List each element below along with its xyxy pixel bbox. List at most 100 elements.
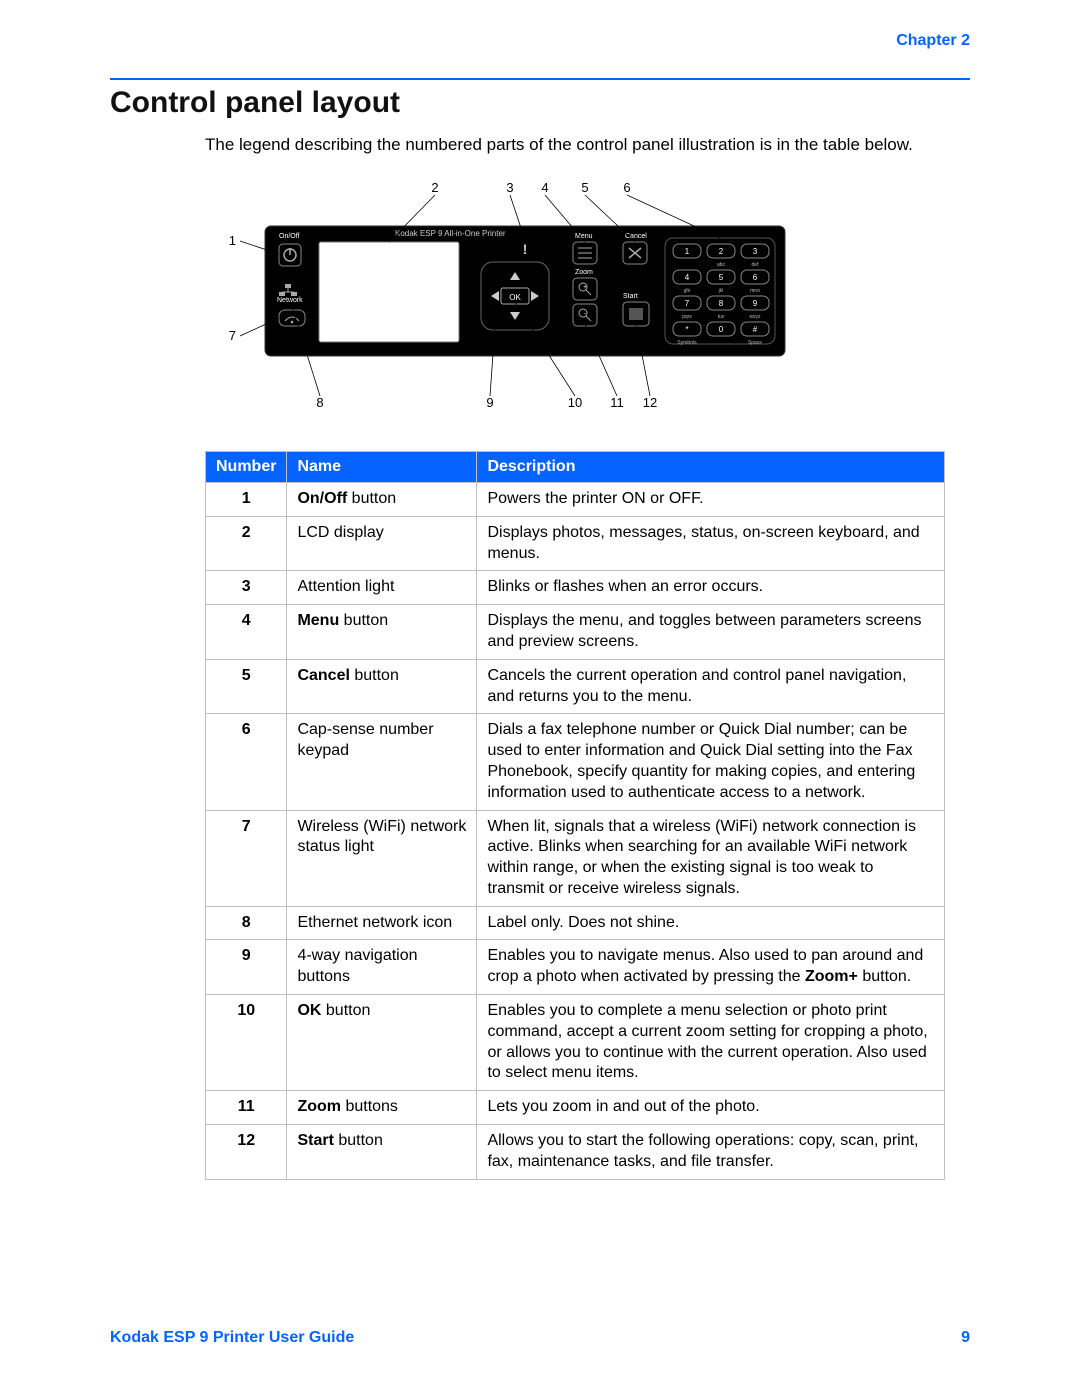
svg-text:4: 4 [685, 273, 690, 282]
table-row: 5Cancel buttonCancels the current operat… [206, 659, 945, 714]
row-name: 4-way navigation buttons [287, 940, 477, 995]
row-desc: Displays the menu, and toggles between p… [477, 605, 945, 660]
svg-text:5: 5 [719, 273, 724, 282]
svg-text:Cancel: Cancel [625, 233, 647, 240]
svg-text:4: 4 [541, 181, 548, 195]
row-number: 3 [206, 571, 287, 605]
svg-text:1: 1 [685, 247, 690, 256]
table-row: 4Menu buttonDisplays the menu, and toggl… [206, 605, 945, 660]
svg-text:Zoom: Zoom [575, 269, 593, 276]
svg-text:def: def [752, 262, 760, 268]
svg-text:9: 9 [486, 395, 493, 410]
svg-text:tuv: tuv [718, 314, 725, 320]
table-row: 2LCD displayDisplays photos, messages, s… [206, 516, 945, 571]
row-desc: Lets you zoom in and out of the photo. [477, 1091, 945, 1125]
col-desc: Description [477, 451, 945, 482]
row-desc: Blinks or flashes when an error occurs. [477, 571, 945, 605]
row-number: 4 [206, 605, 287, 660]
row-desc: Dials a fax telephone number or Quick Di… [477, 714, 945, 810]
row-number: 7 [206, 810, 287, 906]
page-footer: Kodak ESP 9 Printer User Guide 9 [110, 1329, 970, 1347]
row-number: 10 [206, 995, 287, 1091]
svg-text:pqrs: pqrs [682, 314, 692, 320]
svg-text:Start: Start [623, 293, 638, 300]
table-row: 12Start buttonAllows you to start the fo… [206, 1125, 945, 1180]
header-rule [110, 78, 970, 80]
table-row: 94-way navigation buttonsEnables you to … [206, 940, 945, 995]
footer-page-number: 9 [961, 1329, 970, 1347]
svg-text:1: 1 [229, 233, 236, 248]
row-desc: Cancels the current operation and contro… [477, 659, 945, 714]
row-number: 11 [206, 1091, 287, 1125]
svg-text:On/Off: On/Off [279, 233, 300, 240]
row-name: OK button [287, 995, 477, 1091]
row-name: Cancel button [287, 659, 477, 714]
svg-text:mno: mno [750, 288, 760, 294]
table-row: 7Wireless (WiFi) network status lightWhe… [206, 810, 945, 906]
diagram-svg: Kodak ESP 9 All-in-One PrinterOn/OffNetw… [205, 181, 825, 411]
svg-text:2: 2 [431, 181, 438, 195]
svg-text:7: 7 [229, 328, 236, 343]
svg-text:5: 5 [581, 181, 588, 195]
svg-text:3: 3 [506, 181, 513, 195]
table-row: 1On/Off buttonPowers the printer ON or O… [206, 482, 945, 516]
table-row: 6Cap-sense number keypadDials a fax tele… [206, 714, 945, 810]
svg-text:3: 3 [753, 247, 758, 256]
page-title: Control panel layout [110, 86, 970, 120]
svg-text:Symbols: Symbols [677, 340, 697, 346]
svg-text:8: 8 [719, 299, 724, 308]
row-desc: Label only. Does not shine. [477, 906, 945, 940]
table-row: 11Zoom buttonsLets you zoom in and out o… [206, 1091, 945, 1125]
table-row: 10OK buttonEnables you to complete a men… [206, 995, 945, 1091]
row-name: Cap-sense number keypad [287, 714, 477, 810]
intro-text: The legend describing the numbered parts… [205, 134, 970, 157]
row-name: Ethernet network icon [287, 906, 477, 940]
svg-text:12: 12 [643, 395, 657, 410]
table-row: 3Attention lightBlinks or flashes when a… [206, 571, 945, 605]
svg-text:*: * [685, 325, 688, 334]
row-desc: When lit, signals that a wireless (WiFi)… [477, 810, 945, 906]
table-row: 8Ethernet network iconLabel only. Does n… [206, 906, 945, 940]
footer-guide-name: Kodak ESP 9 Printer User Guide [110, 1329, 354, 1347]
row-number: 6 [206, 714, 287, 810]
row-name: Attention light [287, 571, 477, 605]
row-number: 2 [206, 516, 287, 571]
row-desc: Enables you to complete a menu selection… [477, 995, 945, 1091]
row-number: 8 [206, 906, 287, 940]
legend-table: Number Name Description 1On/Off buttonPo… [205, 451, 945, 1180]
svg-text:8: 8 [316, 395, 323, 410]
svg-text:10: 10 [568, 395, 582, 410]
svg-text:6: 6 [623, 181, 630, 195]
svg-text:2: 2 [719, 247, 724, 256]
row-desc: Enables you to navigate menus. Also used… [477, 940, 945, 995]
svg-text:!: ! [523, 241, 528, 257]
row-desc: Allows you to start the following operat… [477, 1125, 945, 1180]
svg-text:0: 0 [719, 325, 724, 334]
row-number: 5 [206, 659, 287, 714]
svg-text:abc: abc [717, 262, 726, 268]
row-name: Start button [287, 1125, 477, 1180]
row-name: LCD display [287, 516, 477, 571]
row-number: 1 [206, 482, 287, 516]
svg-text:7: 7 [685, 299, 690, 308]
svg-text:#: # [753, 325, 758, 334]
svg-text:OK: OK [509, 293, 521, 302]
svg-text:9: 9 [753, 299, 758, 308]
svg-text:11: 11 [610, 395, 624, 410]
col-name: Name [287, 451, 477, 482]
row-name: On/Off button [287, 482, 477, 516]
svg-text:Menu: Menu [575, 233, 593, 240]
row-name: Menu button [287, 605, 477, 660]
row-desc: Powers the printer ON or OFF. [477, 482, 945, 516]
chapter-label: Chapter 2 [110, 32, 970, 50]
control-panel-diagram: Kodak ESP 9 All-in-One PrinterOn/OffNetw… [205, 181, 825, 411]
row-name: Wireless (WiFi) network status light [287, 810, 477, 906]
svg-text:jkl: jkl [718, 288, 724, 294]
svg-text:+: + [583, 285, 587, 291]
col-number: Number [206, 451, 287, 482]
svg-text:6: 6 [753, 273, 758, 282]
row-number: 9 [206, 940, 287, 995]
svg-text:ghi: ghi [684, 288, 691, 294]
svg-text:-: - [584, 311, 586, 317]
row-desc: Displays photos, messages, status, on-sc… [477, 516, 945, 571]
